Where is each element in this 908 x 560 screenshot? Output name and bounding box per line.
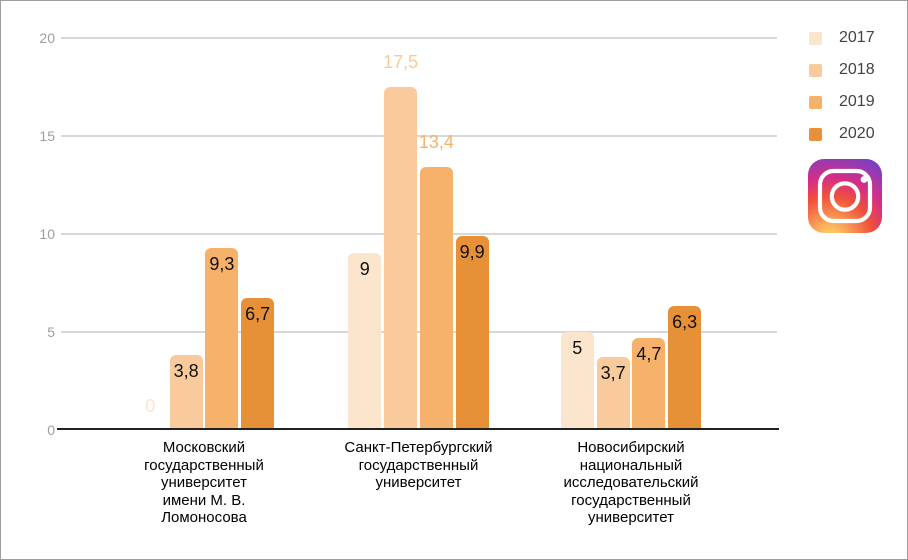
- legend-item-2019: 2019: [809, 92, 875, 112]
- category-label-2: Санкт-Петербургский государственный унив…: [344, 439, 493, 491]
- legend-swatch-2019: [809, 95, 822, 109]
- category-label-1: Московский государственный университет и…: [144, 439, 264, 526]
- y-axis-tick-15: 15: [39, 128, 55, 145]
- data-label-2018-category-2: 17,5: [383, 52, 419, 73]
- data-label-2019-category-3: 4,7: [636, 343, 662, 364]
- bar-2018-category-2: [384, 87, 418, 429]
- legend-item-2018: 2018: [809, 60, 875, 80]
- legend-label-2020: 2020: [839, 125, 875, 142]
- bar-2019-category-3: [632, 337, 666, 429]
- y-axis-tick-20: 20: [39, 30, 55, 47]
- data-label-2017-category-1: 0: [145, 395, 156, 416]
- y-axis-tick-10: 10: [39, 225, 55, 242]
- data-label-2020-category-2: 9,9: [459, 241, 485, 262]
- gridline-y-20: [61, 37, 777, 40]
- bar-2020-category-2: [455, 235, 489, 429]
- instagram-logo-icon: [808, 159, 882, 233]
- data-label-2020-category-3: 6,3: [672, 312, 698, 333]
- data-label-2017-category-2: 9: [359, 259, 370, 280]
- instagram-camera-glyph: [817, 168, 873, 224]
- x-axis-line: [57, 428, 779, 430]
- legend-swatch-2020: [809, 127, 822, 141]
- legend-swatch-2018: [809, 63, 822, 77]
- gridline-y-10: [61, 232, 777, 235]
- data-label-2019-category-1: 9,3: [209, 253, 235, 274]
- y-axis-tick-5: 5: [47, 323, 55, 340]
- data-label-2017-category-3: 5: [572, 337, 583, 358]
- legend-label-2017: 2017: [839, 29, 875, 46]
- y-axis-tick-0: 0: [47, 421, 55, 438]
- gridline-y-5: [61, 330, 777, 333]
- bar-2019-category-2: [419, 167, 453, 429]
- data-label-2020-category-1: 6,7: [245, 304, 271, 325]
- legend-item-2020: 2020: [809, 124, 875, 144]
- data-label-2019-category-2: 13,4: [418, 132, 454, 153]
- data-label-2018-category-3: 3,7: [600, 363, 626, 384]
- category-label-3: Новосибирский национальный исследователь…: [563, 439, 699, 526]
- bar-2019-category-1: [205, 247, 239, 429]
- bar-2020-category-1: [241, 298, 275, 429]
- bar-2018-category-1: [169, 355, 203, 429]
- data-label-2018-category-1: 3,8: [173, 361, 199, 382]
- bar-2017-category-3: [560, 331, 594, 429]
- bar-2018-category-3: [596, 357, 630, 429]
- legend-label-2018: 2018: [839, 61, 875, 78]
- legend-label-2019: 2019: [839, 93, 875, 110]
- legend-swatch-2017: [809, 31, 822, 45]
- bar-2017-category-2: [348, 253, 382, 429]
- gridline-y-15: [61, 135, 777, 138]
- bar-2020-category-3: [668, 306, 702, 429]
- legend-item-2017: 2017: [809, 28, 875, 48]
